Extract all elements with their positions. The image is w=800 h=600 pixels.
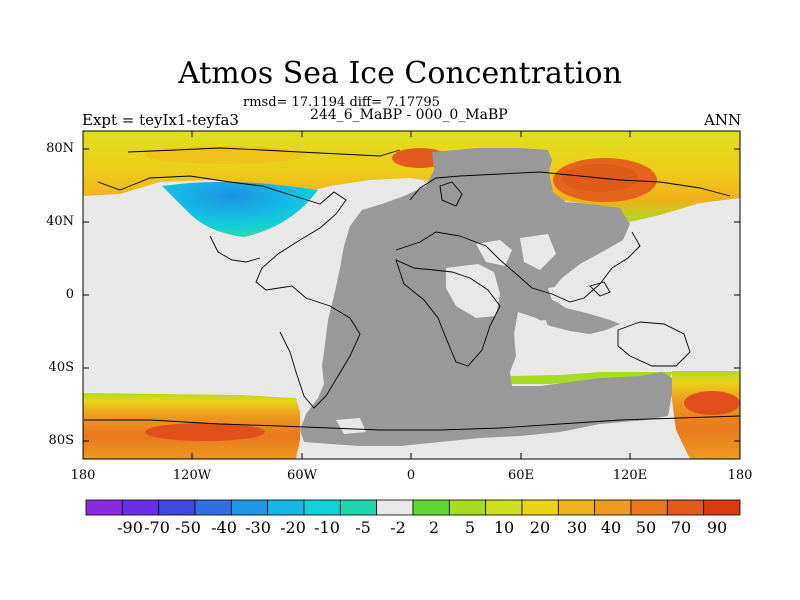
colorbar-swatch [303,499,341,516]
colorbar-label: -70 [144,518,170,537]
southern-fringe [510,372,672,384]
colorbar-swatch [485,499,523,516]
lon-tick-label: 60W [287,468,317,483]
lon-tick-label: 0 [406,468,416,483]
rmsd-diff-stats: rmsd= 17.1194 diff= 7.17795 [243,95,440,110]
lat-tick-label: 40S [48,360,74,375]
lon-tick-label: 180 [727,468,753,483]
inland-region [520,320,552,358]
colorbar-label: -90 [117,518,143,537]
colorbar-label: -2 [390,518,406,537]
colorbar-swatch [557,499,596,516]
inland-region [446,264,500,318]
colorbar-swatch [121,499,160,516]
colorbar-label: -50 [175,518,201,537]
experiment-label: Expt = teyIx1-teyfa3 [82,111,239,129]
map-field [83,131,740,459]
south-pacific-hotspot [145,423,265,441]
colorbar-swatch [194,499,232,516]
colorbar-label: -5 [355,518,371,537]
lon-tick-label: 120W [172,468,212,483]
colorbar-swatch [230,499,269,516]
colorbar-swatch [376,499,414,516]
colorbar-label: 70 [670,518,692,537]
period-subtitle: 244_6_MaBP - 000_0_MaBP [310,107,508,123]
colorbar-label: 50 [635,518,657,537]
lon-tick-label: 120E [612,468,648,483]
colorbar-label: 40 [600,518,622,537]
colorbar-swatch [594,499,632,516]
colorbar-swatch [521,499,559,516]
colorbar-label: 20 [529,518,551,537]
inland-region [606,258,640,284]
colorbar-swatch [158,499,196,516]
lat-tick-label: 0 [65,287,74,302]
colorbar-label: -40 [211,518,237,537]
colorbar-label: -20 [280,518,306,537]
inland-region [520,234,556,270]
lat-tick-label: 80N [46,141,74,156]
negative-ice-change-region [162,181,318,237]
lat-tick-label: 80S [48,433,74,448]
coastline-overlay [84,147,740,431]
season-label: ANN [704,111,742,129]
axis-ticks [83,131,740,459]
colorbar-swatch [412,499,450,516]
lat-tick-label: 40N [46,214,74,229]
lon-tick-label: 60E [507,468,535,483]
colorbar-label: 5 [464,518,476,537]
colorbar-label: 30 [566,518,588,537]
inland-region [476,240,512,266]
lon-tick-label: 180 [70,468,96,483]
south-indian-hotspot [684,391,740,415]
colorbar-label: 90 [706,518,728,537]
colorbar-swatch [666,499,705,516]
colorbar-label: -30 [245,518,271,537]
arctic-band-patch [145,146,305,164]
colorbar-swatch [339,499,378,516]
map-title: Atmos Sea Ice Concentration [178,56,622,91]
colorbar-swatch [630,499,668,516]
colorbar-swatch [85,499,123,516]
colorbar-swatch [448,499,487,516]
colorbar-swatch [703,499,741,516]
colorbar-label: 2 [428,518,440,537]
inland-region [336,418,366,434]
colorbar-swatch [267,499,305,516]
colorbar-label: -10 [314,518,340,537]
colorbar [85,499,741,516]
colorbar-label: 10 [493,518,515,537]
